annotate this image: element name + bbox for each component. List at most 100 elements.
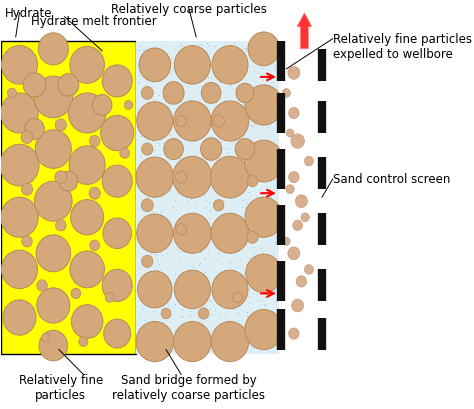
Point [267, 284, 275, 291]
Circle shape [286, 129, 294, 137]
Point [196, 249, 204, 256]
Circle shape [211, 213, 249, 253]
Circle shape [248, 32, 280, 66]
Point [211, 117, 219, 123]
Point [198, 42, 205, 48]
Point [150, 317, 158, 324]
Point [136, 309, 144, 316]
Point [166, 328, 174, 334]
Point [242, 201, 249, 207]
Point [247, 343, 255, 349]
Point [190, 264, 197, 270]
Circle shape [69, 146, 105, 184]
Point [243, 119, 250, 126]
Point [243, 236, 251, 242]
Point [243, 308, 250, 315]
Point [243, 209, 251, 216]
Point [180, 54, 187, 61]
Point [253, 52, 261, 58]
Point [226, 257, 234, 264]
Point [204, 181, 211, 188]
Circle shape [58, 74, 79, 96]
Point [217, 189, 224, 195]
Point [242, 261, 250, 267]
Point [159, 225, 166, 232]
Point [222, 310, 229, 316]
Point [242, 54, 249, 61]
Point [242, 120, 250, 127]
Point [198, 41, 205, 48]
Point [228, 295, 236, 301]
Point [196, 227, 204, 234]
Point [178, 306, 185, 312]
Point [213, 207, 220, 214]
Circle shape [79, 337, 88, 346]
Circle shape [120, 148, 129, 158]
Point [142, 119, 149, 125]
Point [215, 190, 223, 197]
Point [140, 219, 147, 225]
Circle shape [103, 218, 131, 249]
Point [249, 290, 257, 297]
Point [253, 291, 261, 298]
Circle shape [301, 213, 309, 222]
Point [229, 126, 237, 133]
Point [167, 283, 174, 289]
Point [142, 120, 150, 127]
Point [142, 157, 149, 164]
Point [158, 252, 165, 258]
Point [246, 339, 254, 345]
Circle shape [70, 46, 104, 83]
Point [162, 140, 170, 146]
Point [146, 310, 154, 316]
Point [177, 97, 184, 103]
Point [225, 259, 232, 265]
Point [161, 306, 168, 312]
Point [178, 162, 186, 169]
Point [209, 335, 216, 341]
Circle shape [201, 83, 221, 103]
Circle shape [199, 308, 209, 319]
Point [182, 229, 190, 236]
Point [197, 104, 204, 110]
Point [176, 67, 183, 74]
Point [242, 46, 250, 53]
Point [244, 313, 251, 319]
Point [243, 291, 250, 297]
Point [250, 156, 257, 163]
Point [263, 156, 271, 163]
Point [174, 90, 182, 97]
Point [196, 276, 204, 282]
Point [155, 177, 163, 183]
Point [240, 81, 247, 87]
Point [158, 272, 165, 278]
Point [273, 206, 281, 213]
Point [164, 306, 172, 312]
Point [144, 301, 152, 307]
Point [232, 274, 239, 281]
Point [140, 85, 148, 91]
Point [227, 144, 234, 151]
Point [191, 171, 199, 178]
Point [222, 243, 230, 249]
Point [146, 72, 154, 78]
Bar [0, 41, 136, 354]
Point [157, 208, 165, 215]
Circle shape [70, 251, 104, 288]
Circle shape [164, 139, 183, 160]
Circle shape [68, 93, 106, 133]
Point [245, 103, 253, 109]
Point [230, 40, 237, 46]
Point [153, 134, 160, 141]
Point [197, 212, 204, 219]
Point [173, 227, 181, 234]
Point [147, 213, 155, 220]
Point [219, 108, 227, 115]
Point [137, 89, 145, 95]
Point [217, 47, 225, 54]
Point [262, 294, 269, 301]
Point [268, 226, 276, 233]
Point [237, 346, 244, 353]
Circle shape [295, 195, 308, 208]
Point [195, 225, 202, 231]
